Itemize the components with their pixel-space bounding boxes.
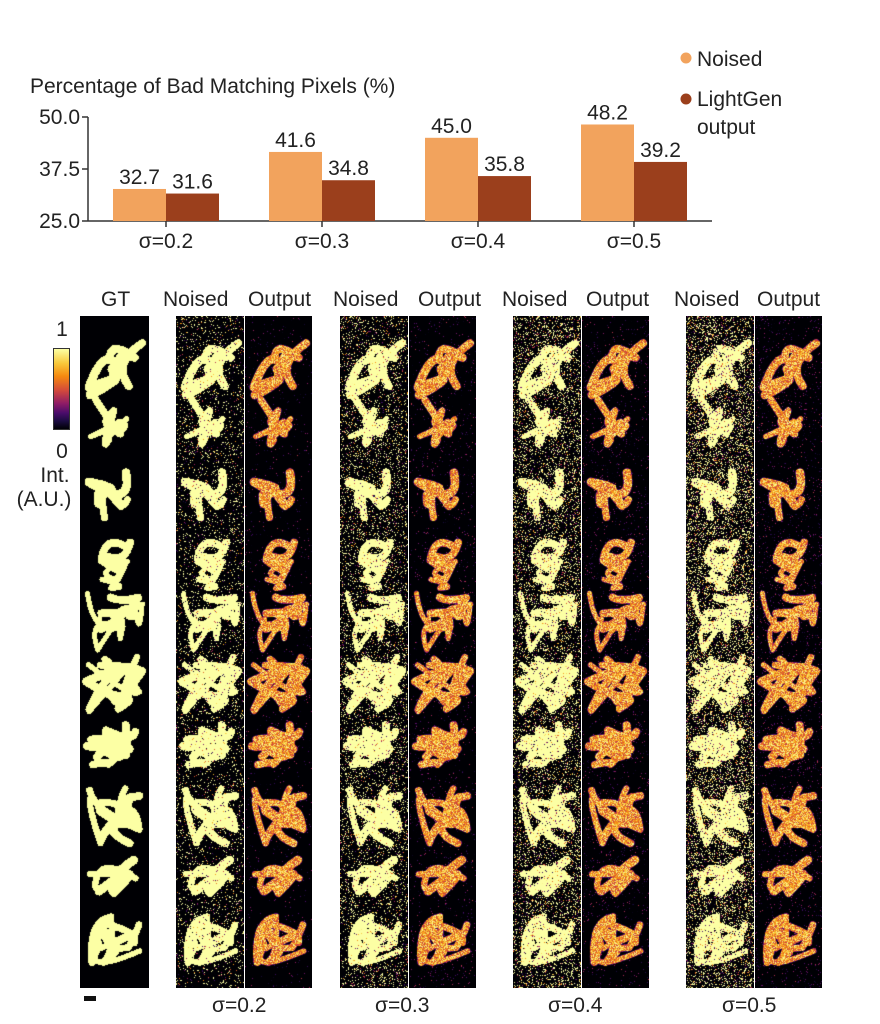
bar-lightgen	[634, 161, 687, 221]
legend-label-lightgen-2: output	[697, 116, 756, 139]
x-tick-label: σ=0.5	[607, 230, 661, 253]
x-tick-label: σ=0.2	[139, 230, 193, 253]
bar-noised	[425, 137, 478, 221]
output-image-2	[409, 316, 476, 988]
legend-label-lightgen: LightGen	[697, 88, 782, 111]
bar-lightgen	[166, 193, 219, 221]
noised-image-1	[176, 316, 244, 988]
colorbar-max-label: 1	[56, 318, 68, 341]
y-tick-label: 25.0	[39, 210, 80, 233]
data-label: 32.7	[119, 166, 160, 189]
bar-noised	[581, 124, 634, 221]
colorbar-unit-label-2: (A.U.)	[16, 488, 72, 511]
legend-marker-noised	[680, 52, 692, 64]
noised-image-4	[686, 316, 754, 988]
bar-noised	[269, 151, 322, 221]
bar-lightgen	[478, 176, 531, 221]
output-header-2: Output	[418, 288, 482, 311]
noised-image-3	[513, 316, 581, 988]
data-label: 34.8	[328, 157, 369, 180]
data-label: 48.2	[587, 101, 628, 124]
y-tick-label: 37.5	[39, 158, 80, 181]
noised-header-1: Noised	[163, 288, 229, 311]
colorbar-min-label: 0	[56, 440, 68, 463]
group-label-4: σ=0.5	[722, 994, 777, 1017]
chart-title: Percentage of Bad Matching Pixels (%)	[30, 75, 395, 98]
output-header-1: Output	[248, 288, 312, 311]
noised-header-3: Noised	[502, 288, 568, 311]
legend-marker-lightgen	[680, 93, 692, 105]
data-label: 35.8	[484, 153, 525, 176]
x-tick-label: σ=0.4	[451, 230, 506, 253]
gt-header: GT	[101, 288, 131, 311]
output-header-4: Output	[757, 288, 821, 311]
data-label: 39.2	[640, 139, 681, 162]
bar-chart: Percentage of Bad Matching Pixels (%) 25.…	[30, 48, 782, 253]
output-image-1	[245, 316, 312, 988]
group-label-3: σ=0.4	[548, 994, 603, 1017]
noised-header-2: Noised	[333, 288, 399, 311]
colorbar-unit-label: Int.	[40, 464, 70, 487]
colorbar	[53, 348, 70, 430]
bar-lightgen	[322, 180, 375, 221]
scale-bar	[84, 996, 96, 1001]
legend-label-noised: Noised	[697, 48, 762, 71]
noised-header-4: Noised	[674, 288, 740, 311]
y-tick-label: 50.0	[39, 106, 80, 129]
output-header-3: Output	[586, 288, 650, 311]
data-label: 31.6	[172, 171, 213, 194]
noised-image-2	[340, 316, 408, 988]
gt-image	[80, 316, 149, 988]
data-label: 45.0	[431, 115, 472, 138]
output-image-4	[755, 316, 822, 988]
group-label-2: σ=0.3	[375, 994, 430, 1017]
group-label-1: σ=0.2	[212, 994, 267, 1017]
data-label: 41.6	[275, 129, 316, 152]
bar-noised	[113, 188, 166, 221]
output-image-3	[582, 316, 649, 988]
x-tick-label: σ=0.3	[295, 230, 349, 253]
